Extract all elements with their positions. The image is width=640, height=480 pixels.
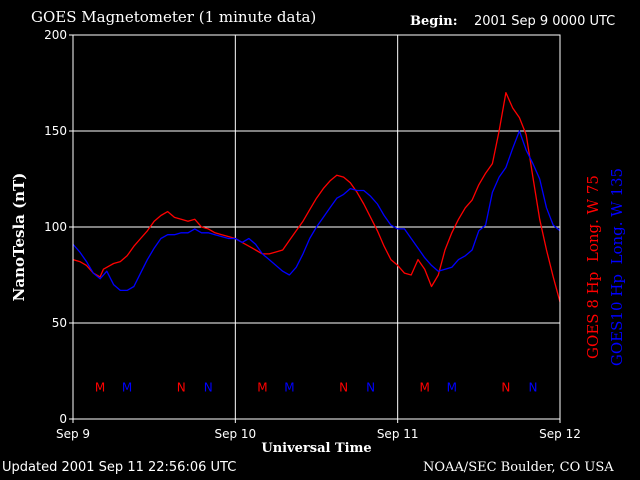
credit-text: NOAA/SEC Boulder, CO USA [423, 460, 614, 475]
local-noon-midnight-marker: M [447, 380, 457, 394]
x-axis-label: Universal Time [261, 441, 371, 456]
y-tick-label: 50 [52, 316, 67, 330]
local-noon-midnight-marker: M [257, 380, 267, 394]
local-noon-midnight-marker: M [95, 380, 105, 394]
y-axis-label: NanoTesla (nT) [10, 173, 28, 302]
local-noon-midnight-marker: N [204, 380, 213, 394]
legend-entry-1: GOES 8 Hp Long. W 75 [584, 175, 602, 359]
local-noon-midnight-marker: M [420, 380, 430, 394]
local-noon-midnight-marker: M [284, 380, 294, 394]
y-tick-label: 200 [44, 28, 67, 42]
local-noon-midnight-marker: N [366, 380, 375, 394]
x-tick-label: Sep 12 [539, 427, 581, 441]
local-noon-midnight-marker: N [528, 380, 537, 394]
series-line-1 [72, 91, 561, 303]
series-layer [72, 91, 561, 303]
local-noon-midnight-marker: N [501, 380, 510, 394]
updated-timestamp: Updated 2001 Sep 11 22:56:06 UTC [2, 460, 237, 475]
x-tick-label: Sep 11 [377, 427, 419, 441]
begin-label: Begin: [410, 14, 458, 29]
legend-entry-2: GOES10 Hp Long. W 135 [608, 168, 626, 366]
series-line-2 [72, 130, 561, 292]
begin-value: 2001 Sep 9 0000 UTC [474, 14, 616, 29]
local-noon-midnight-marker: N [177, 380, 186, 394]
chart-title: GOES Magnetometer (1 minute data) [31, 8, 317, 26]
x-tick-label: Sep 9 [56, 427, 90, 441]
y-tick-label: 100 [44, 220, 67, 234]
y-tick-label: 150 [44, 124, 67, 138]
label-layer: Universal Time NanoTesla (nT) GOES 8 Hp Lo… [10, 168, 626, 456]
local-noon-midnight-marker: M [122, 380, 132, 394]
x-tick-label: Sep 10 [214, 427, 256, 441]
y-tick-label: 0 [59, 412, 67, 426]
ticks-layer: 0 50 100 150 200 Sep 9 Sep 10 Sep 11 Sep 12 [44, 28, 581, 441]
local-noon-midnight-marker: N [339, 380, 348, 394]
